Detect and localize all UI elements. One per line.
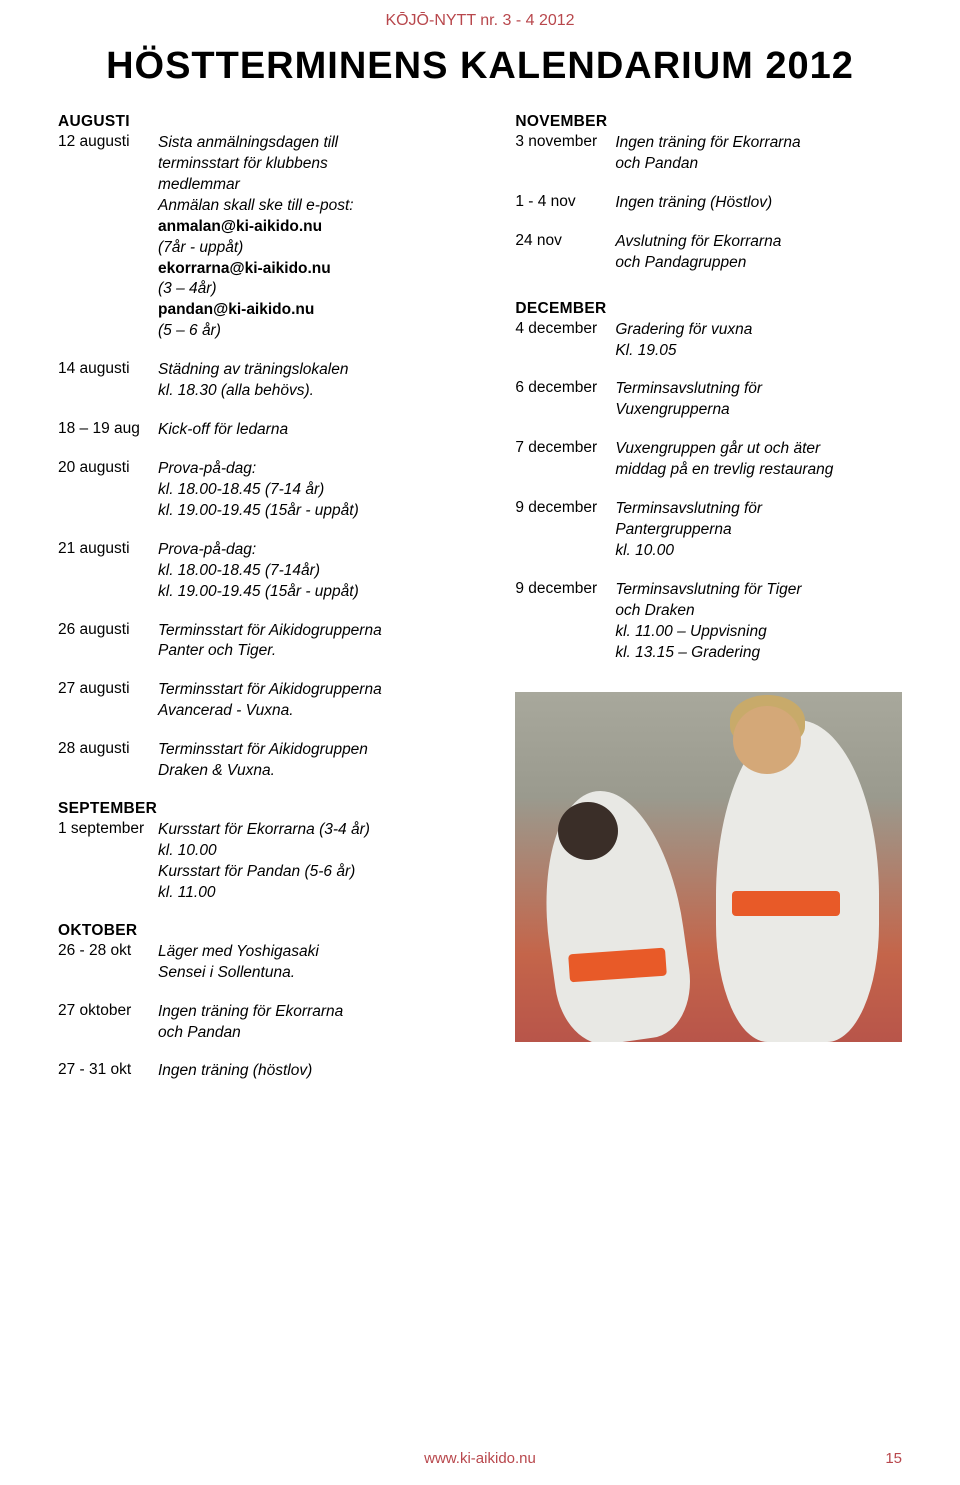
month-block: AUGUSTI 12 augustiSista anmälningsdagen t… [58, 113, 485, 782]
entry-description: Ingen träning för Ekorrarnaoch Pandan [615, 133, 902, 175]
entry-date: 6 december [515, 379, 615, 421]
month-block: OKTOBER 26 - 28 oktLäger med YoshigasakiS… [58, 922, 485, 1083]
entry-description: Prova-på-dag:kl. 18.00-18.45 (7-14 år)kl… [158, 459, 485, 522]
entry-description: Städning av träningslokalenkl. 18.30 (al… [158, 360, 485, 402]
entry-bold-text: pandan@ki-aikido.nu [158, 301, 314, 318]
entry-date: 9 december [515, 580, 615, 664]
content-columns: AUGUSTI 12 augustiSista anmälningsdagen t… [0, 113, 960, 1100]
calendar-entry: 27 - 31 oktIngen träning (höstlov) [58, 1061, 485, 1082]
entry-description: Avslutning för Ekorrarnaoch Pandagruppen [615, 232, 902, 274]
page-title: HÖSTTERMINENS KALENDARIUM 2012 [0, 45, 960, 88]
entry-description: Gradering för vuxnaKl. 19.05 [615, 320, 902, 362]
calendar-entry: 3 novemberIngen träning för Ekorrarnaoch… [515, 133, 902, 175]
entry-description: Ingen träning (höstlov) [158, 1061, 485, 1082]
entry-date: 26 augusti [58, 621, 158, 663]
month-block: DECEMBER 4 decemberGradering för vuxnaKl.… [515, 300, 902, 664]
entry-description: Ingen träning (Höstlov) [615, 193, 902, 214]
calendar-entry: 26 augustiTerminsstart för Aikidogrupper… [58, 621, 485, 663]
right-column: NOVEMBER 3 novemberIngen träning för Ekor… [515, 113, 902, 1100]
issue-header: KŌJŌ-NYTT nr. 3 - 4 2012 [0, 0, 960, 30]
month-heading: SEPTEMBER [58, 800, 485, 818]
entry-date: 27 - 31 okt [58, 1061, 158, 1082]
entry-description: Terminsavslutning förPantergruppernakl. … [615, 499, 902, 562]
entry-bold-text: ekorrarna@ki-aikido.nu [158, 260, 331, 277]
entry-description: Prova-på-dag:kl. 18.00-18.45 (7-14år)kl.… [158, 540, 485, 603]
entry-bold-text: anmalan@ki-aikido.nu [158, 218, 322, 235]
footer-page-number: 15 [885, 1450, 902, 1467]
month-heading: NOVEMBER [515, 113, 902, 131]
entry-date: 27 oktober [58, 1002, 158, 1044]
calendar-entry: 28 augustiTerminsstart för Aikidogruppen… [58, 740, 485, 782]
photo-shape [732, 891, 840, 916]
entry-description: Terminsstart för AikidogruppernaPanter o… [158, 621, 485, 663]
entry-date: 14 augusti [58, 360, 158, 402]
entry-description: Läger med YoshigasakiSensei i Sollentuna… [158, 942, 485, 984]
entry-description: Terminsavslutning för Tigeroch Drakenkl.… [615, 580, 902, 664]
month-heading: DECEMBER [515, 300, 902, 318]
footer-url: www.ki-aikido.nu [424, 1450, 536, 1467]
entry-description: Sista anmälningsdagen tillterminsstart f… [158, 133, 485, 342]
entry-description: Terminsstart för AikidogruppenDraken & V… [158, 740, 485, 782]
month-heading: OKTOBER [58, 922, 485, 940]
calendar-entry: 20 augustiProva-på-dag:kl. 18.00-18.45 (… [58, 459, 485, 522]
entry-date: 1 - 4 nov [515, 193, 615, 214]
entry-date: 9 december [515, 499, 615, 562]
month-block: SEPTEMBER 1 septemberKursstart för Ekorra… [58, 800, 485, 904]
calendar-entry: 27 oktoberIngen träning för Ekorrarnaoch… [58, 1002, 485, 1044]
entry-date: 1 september [58, 820, 158, 904]
calendar-entry: 7 decemberVuxengruppen går ut och ätermi… [515, 439, 902, 481]
calendar-entry: 27 augustiTerminsstart för Aikidogrupper… [58, 680, 485, 722]
calendar-entry: 9 decemberTerminsavslutning för Tigeroch… [515, 580, 902, 664]
entry-date: 7 december [515, 439, 615, 481]
calendar-entry: 14 augustiStädning av träningslokalenkl.… [58, 360, 485, 402]
entry-date: 26 - 28 okt [58, 942, 158, 984]
photo-shape [558, 802, 618, 860]
calendar-entry: 1 - 4 novIngen träning (Höstlov) [515, 193, 902, 214]
calendar-entry: 6 decemberTerminsavslutning förVuxengrup… [515, 379, 902, 421]
photo-shape [716, 720, 878, 1042]
entry-description: Terminsstart för AikidogruppernaAvancera… [158, 680, 485, 722]
entry-description: Vuxengruppen går ut och ätermiddag på en… [615, 439, 902, 481]
entry-date: 20 augusti [58, 459, 158, 522]
calendar-entry: 21 augustiProva-på-dag:kl. 18.00-18.45 (… [58, 540, 485, 603]
photo-shape [733, 706, 801, 774]
calendar-entry: 1 septemberKursstart för Ekorrarna (3-4 … [58, 820, 485, 904]
calendar-entry: 18 – 19 augKick-off för ledarna [58, 420, 485, 441]
entry-date: 18 – 19 aug [58, 420, 158, 441]
month-heading: AUGUSTI [58, 113, 485, 131]
entry-date: 28 augusti [58, 740, 158, 782]
calendar-entry: 4 decemberGradering för vuxnaKl. 19.05 [515, 320, 902, 362]
entry-date: 24 nov [515, 232, 615, 274]
entry-description: Kursstart för Ekorrarna (3-4 år)kl. 10.0… [158, 820, 485, 904]
calendar-entry: 24 novAvslutning för Ekorrarnaoch Pandag… [515, 232, 902, 274]
calendar-entry: 9 decemberTerminsavslutning förPantergru… [515, 499, 902, 562]
entry-description: Kick-off för ledarna [158, 420, 485, 441]
entry-date: 21 augusti [58, 540, 158, 603]
entry-date: 3 november [515, 133, 615, 175]
entry-description: Terminsavslutning förVuxengrupperna [615, 379, 902, 421]
entry-date: 27 augusti [58, 680, 158, 722]
month-block: NOVEMBER 3 novemberIngen träning för Ekor… [515, 113, 902, 274]
entry-description: Ingen träning för Ekorrarnaoch Pandan [158, 1002, 485, 1044]
aikido-photo [515, 692, 902, 1042]
entry-date: 4 december [515, 320, 615, 362]
calendar-entry: 12 augustiSista anmälningsdagen tillterm… [58, 133, 485, 342]
entry-date: 12 augusti [58, 133, 158, 342]
footer: www.ki-aikido.nu 15 [0, 1450, 960, 1467]
left-column: AUGUSTI 12 augustiSista anmälningsdagen t… [58, 113, 485, 1100]
calendar-entry: 26 - 28 oktLäger med YoshigasakiSensei i… [58, 942, 485, 984]
